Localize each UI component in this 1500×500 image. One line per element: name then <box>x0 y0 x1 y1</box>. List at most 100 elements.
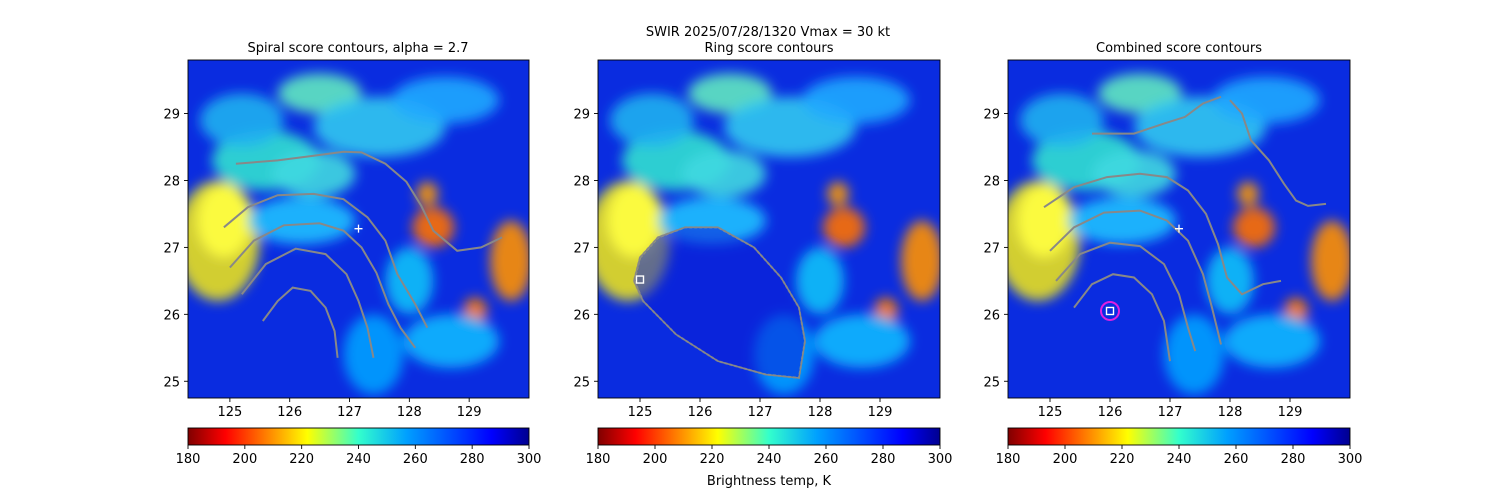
colorbar-tick-label: 240 <box>346 452 371 467</box>
cloud-blob <box>1233 207 1275 248</box>
x-tick-label: 125 <box>628 405 653 420</box>
x-tick-label: 127 <box>748 405 773 420</box>
cloud-blob <box>827 181 849 206</box>
x-tick-label: 128 <box>397 405 422 420</box>
colorbar-tick-label: 220 <box>700 452 725 467</box>
cloud-blob <box>247 197 356 245</box>
cloud-blob <box>196 183 251 258</box>
x-tick-label: 125 <box>1038 405 1063 420</box>
score-contour-line <box>223 192 429 329</box>
colorbar-tick-label: 280 <box>871 452 896 467</box>
x-tick-label: 128 <box>1218 405 1243 420</box>
colorbar-tick-label: 200 <box>232 452 257 467</box>
colorbar-tick-label: 180 <box>176 452 201 467</box>
y-tick-label: 26 <box>573 308 590 323</box>
cloud-blob <box>796 247 844 315</box>
brightness-temp-image-combined <box>1008 60 1350 398</box>
panel-combined: Combined score contours 125 126 127 128 129 2… <box>983 41 1351 420</box>
x-tick-label: 129 <box>1278 405 1303 420</box>
cloud-blob <box>607 183 661 258</box>
y-tick-label: 25 <box>573 375 590 390</box>
panel-title-ring: Ring score contours <box>704 41 833 56</box>
ring-score-contour <box>633 226 806 379</box>
center-plus-marker <box>1175 224 1183 233</box>
colorbar-tick-label: 260 <box>814 452 839 467</box>
cloud-blob <box>1164 314 1224 395</box>
score-contour-line <box>1043 172 1282 296</box>
colorbar-tick-label: 200 <box>1053 452 1078 467</box>
cloud-blob <box>1068 197 1176 245</box>
cloud-blob <box>1224 314 1320 368</box>
center-plus-marker <box>354 224 363 233</box>
axes-frame <box>187 59 530 399</box>
cloud-blob <box>1017 183 1071 258</box>
colorbar-spiral <box>187 427 530 446</box>
y-tick-label: 29 <box>573 108 590 123</box>
colorbar-tick-label: 180 <box>996 452 1021 467</box>
cloud-blob <box>271 150 356 198</box>
colorbar-tick-label: 200 <box>643 452 668 467</box>
colorbar-ring <box>597 427 941 446</box>
x-tick-label: 129 <box>457 405 482 420</box>
colorbar-tick-label: 280 <box>1281 452 1306 467</box>
y-tick-label: 29 <box>163 108 180 123</box>
score-contour-line <box>1049 209 1222 345</box>
cloud-blob <box>1311 220 1350 301</box>
brightness-temp-image-ring <box>598 60 940 398</box>
cloud-blob <box>490 220 529 301</box>
cloud-blob <box>823 207 865 248</box>
x-tick-label: 128 <box>808 405 833 420</box>
center-square-marker <box>635 275 645 284</box>
cloud-blob <box>403 314 500 368</box>
y-tick-label: 28 <box>983 174 1000 189</box>
best-center-square-marker <box>1105 306 1115 316</box>
x-tick-label: 129 <box>868 405 893 420</box>
colorbars: 180 200 220 240 260 280 300 180 200 220 240 260 280 3… <box>176 427 1363 467</box>
colorbar-tick-label: 180 <box>586 452 611 467</box>
score-contour-line <box>1092 95 1222 135</box>
y-tick-label: 25 <box>983 375 1000 390</box>
x-tick-label: 126 <box>1098 405 1123 420</box>
x-tick-label: 127 <box>337 405 362 420</box>
colorbar-tick-label: 220 <box>1110 452 1135 467</box>
y-tick-label: 27 <box>983 241 1000 256</box>
x-tick-label: 126 <box>688 405 713 420</box>
y-tick-label: 29 <box>983 108 1000 123</box>
cloud-blob <box>385 247 434 315</box>
panel-spiral: Spiral score contours, alpha = 2.7 125 12… <box>163 41 530 420</box>
best-center-circle <box>1100 300 1120 321</box>
cloud-field <box>1008 73 1350 395</box>
cloud-blob <box>682 150 766 198</box>
colorbar-tick-label: 240 <box>1167 452 1192 467</box>
panel-title-spiral: Spiral score contours, alpha = 2.7 <box>247 41 468 56</box>
x-tick-label: 126 <box>277 405 302 420</box>
y-tick-label: 28 <box>573 174 590 189</box>
score-contour-line <box>1229 99 1327 207</box>
score-contour-line <box>241 247 375 358</box>
axes-frame <box>1007 59 1351 399</box>
score-contour-line <box>229 222 417 349</box>
cloud-blob <box>814 314 910 368</box>
panel-title-combined: Combined score contours <box>1096 41 1262 56</box>
y-tick-label: 25 <box>163 375 180 390</box>
score-contour-line <box>235 150 503 252</box>
cloud-blob <box>901 220 940 301</box>
y-tick-label: 27 <box>163 241 180 256</box>
figure-suptitle: SWIR 2025/07/28/1320 Vmax = 30 kt <box>646 25 890 40</box>
colorbar-tick-label: 260 <box>403 452 428 467</box>
cloud-blob <box>802 76 910 124</box>
cloud-blob <box>412 207 455 248</box>
y-tick-label: 26 <box>163 308 180 323</box>
score-contour-line <box>1055 241 1197 352</box>
colorbar-tick-label: 240 <box>757 452 782 467</box>
panel-ring: Ring score contours 125 126 127 128 129 25 26 2… <box>573 41 941 420</box>
cloud-blob <box>199 93 284 148</box>
cloud-blob <box>416 181 439 206</box>
brightness-temp-image-spiral <box>188 60 529 398</box>
y-tick-label: 26 <box>983 308 1000 323</box>
x-tick-label: 125 <box>217 405 242 420</box>
cloud-field <box>188 73 529 395</box>
cloud-blob <box>1212 76 1320 124</box>
colorbar-tick-label: 300 <box>1338 452 1363 467</box>
